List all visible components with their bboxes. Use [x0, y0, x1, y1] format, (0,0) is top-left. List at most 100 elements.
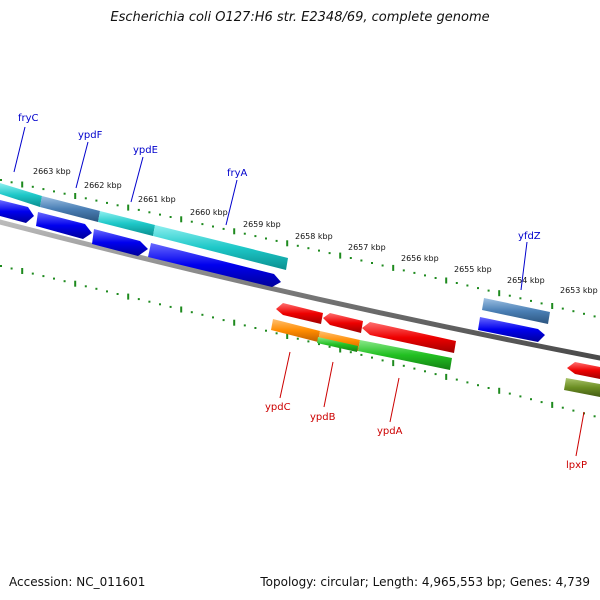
scale-minor-tick — [116, 293, 119, 295]
gene-label-ypdC[interactable]: ypdC — [265, 402, 291, 413]
cds-fryA-arrow[interactable] — [148, 243, 281, 287]
gene-ypdA-bar[interactable] — [358, 340, 452, 370]
gene-label-ypdB[interactable]: ypdB — [310, 412, 336, 423]
scale-minor-tick — [243, 232, 246, 235]
scale-label: 2660 kbp — [190, 208, 228, 217]
scale-major-tick — [180, 216, 183, 223]
scale-major-tick — [392, 360, 395, 367]
scale-minor-tick — [371, 262, 373, 264]
scale-minor-tick — [84, 197, 87, 200]
scale-minor-tick — [222, 319, 225, 322]
scale-minor-tick — [95, 287, 98, 290]
scale-minor-tick — [318, 343, 320, 346]
scale-minor-tick — [381, 359, 384, 362]
scale-minor-tick — [63, 280, 66, 283]
scale-minor-tick — [275, 239, 278, 242]
scale-minor-tick — [95, 199, 98, 202]
scale-minor-tick — [10, 267, 13, 270]
leader-line — [75, 141, 89, 189]
reverse-cds-track — [276, 303, 600, 379]
scale-minor-tick — [434, 373, 437, 376]
gene-ypdF-bar[interactable] — [40, 196, 100, 222]
scale-minor-tick — [106, 290, 108, 293]
gene-ypdB-green-bar[interactable] — [317, 337, 358, 352]
scale-minor-tick — [212, 316, 214, 319]
cds-yfdZ-arrow[interactable] — [478, 317, 545, 342]
scale-minor-tick — [307, 340, 310, 343]
scale-minor-tick — [106, 201, 108, 204]
scale-minor-tick — [84, 285, 87, 288]
scale-minor-tick — [540, 302, 543, 305]
forward-gene-track — [0, 183, 550, 324]
scale-minor-tick — [360, 259, 363, 262]
gene-ypdE-bar[interactable] — [98, 211, 155, 236]
scale-minor-tick — [159, 303, 161, 306]
scale-label: 2657 kbp — [348, 243, 386, 252]
scale-label: 2662 kbp — [84, 181, 122, 190]
scale-minor-tick — [190, 311, 193, 314]
scale-minor-tick — [540, 401, 543, 404]
leader-line — [279, 351, 291, 399]
scale-minor-tick — [381, 264, 384, 267]
scale-minor-tick — [42, 275, 45, 278]
gene-label-fryC[interactable]: fryC — [18, 113, 39, 124]
gene-fryC-bar[interactable] — [0, 183, 42, 207]
scale-minor-tick — [190, 220, 193, 223]
leader-line — [13, 126, 26, 173]
scale-minor-tick — [455, 282, 458, 284]
scale-minor-tick — [371, 356, 373, 359]
cds-ypdF-arrow[interactable] — [36, 212, 92, 239]
leader-line — [323, 361, 334, 408]
scale-minor-tick — [0, 179, 2, 181]
scale-minor-tick — [116, 204, 119, 207]
reverse-gene-track — [271, 319, 600, 397]
gene-yfdZ-bar[interactable] — [482, 298, 550, 324]
scale-minor-tick — [265, 329, 267, 332]
scale-minor-tick — [434, 277, 437, 279]
scale-minor-tick — [63, 192, 66, 195]
cds-ypdE-arrow[interactable] — [92, 229, 148, 256]
scale-minor-tick — [561, 406, 564, 409]
map-title: Escherichia coli O127:H6 str. E2348/69, … — [110, 10, 490, 25]
scale-minor-tick — [572, 310, 575, 313]
scale-major-tick — [127, 204, 130, 211]
cds-ypdC-arrow[interactable] — [276, 303, 323, 324]
scale-major-tick — [21, 268, 24, 274]
scale-major-tick — [286, 240, 289, 247]
cds-ypdB-arrow[interactable] — [323, 313, 363, 333]
gene-fryA-bar[interactable] — [153, 225, 288, 270]
scale-minor-tick — [137, 298, 140, 301]
cds-ypdA-arrow[interactable] — [362, 322, 456, 353]
scale-major-tick — [180, 306, 183, 313]
scale-minor-tick — [201, 223, 204, 226]
reverse-scale-track — [0, 265, 596, 418]
leader-line — [225, 179, 238, 226]
gene-label-ypdA[interactable]: ypdA — [377, 426, 403, 437]
scale-minor-tick — [413, 271, 416, 274]
gene-label-yfdZ[interactable]: yfdZ — [518, 231, 541, 242]
scale-minor-tick — [413, 367, 416, 370]
scale-minor-tick — [212, 225, 214, 228]
scale-minor-tick — [508, 392, 511, 395]
cds-fryC-arrow[interactable] — [0, 200, 34, 223]
gene-label-ypdE[interactable]: ypdE — [133, 145, 158, 156]
scale-label: 2658 kbp — [295, 232, 333, 241]
gene-label-lpxP[interactable]: lpxP — [566, 460, 587, 471]
gene-lpxP-bar[interactable] — [564, 378, 600, 397]
scale-label: 2661 kbp — [138, 195, 176, 204]
gene-label-ypdF[interactable]: ypdF — [78, 130, 103, 141]
gene-ypdC-bar[interactable] — [271, 319, 320, 342]
scale-minor-tick — [530, 299, 532, 302]
scale-minor-tick — [477, 384, 479, 387]
gene-label-fryA[interactable]: fryA — [227, 168, 248, 179]
scale-labels: 2663 kbp 2662 kbp 2661 kbp 2660 kbp 2659… — [33, 167, 598, 295]
scale-minor-tick — [402, 364, 405, 367]
scale-major-tick — [233, 228, 236, 235]
scale-major-tick — [498, 290, 501, 297]
cds-lpxP-arrow[interactable] — [567, 362, 600, 379]
scale-label: 2653 kbp — [560, 286, 598, 295]
scale-major-tick — [445, 373, 448, 380]
scale-minor-tick — [360, 353, 363, 356]
scale-label: 2663 kbp — [33, 167, 71, 176]
